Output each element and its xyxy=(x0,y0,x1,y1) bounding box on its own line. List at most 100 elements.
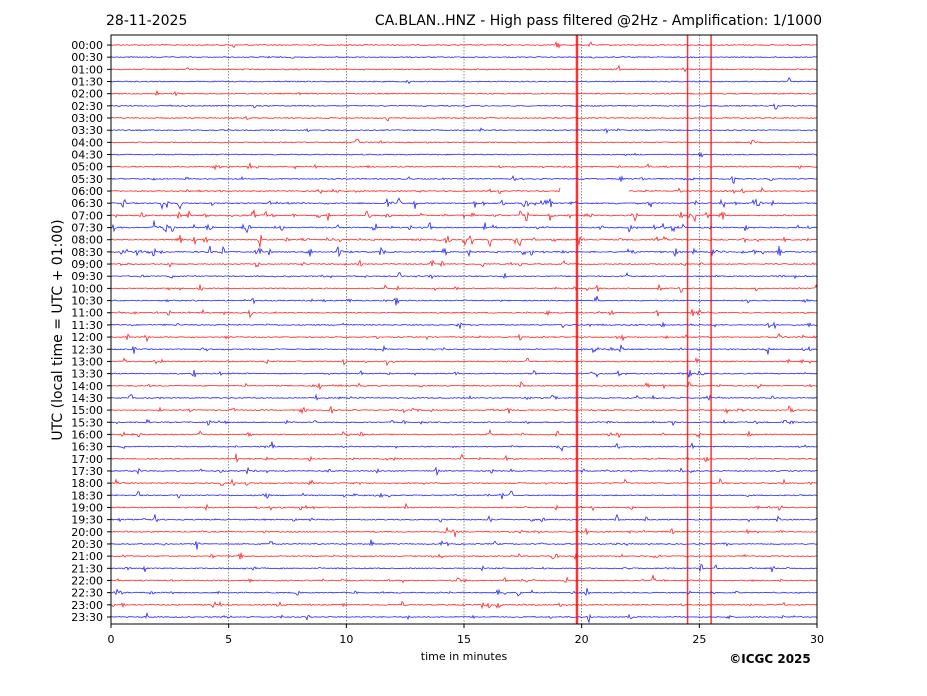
x-axis-label: time in minutes xyxy=(421,650,508,663)
trace-0730 xyxy=(110,220,818,234)
y-tick-label: 10:30 xyxy=(71,295,103,308)
trace-0900 xyxy=(110,259,817,268)
trace-1330 xyxy=(110,369,818,378)
x-ticks: 0 5 10 15 20 25 30 xyxy=(108,624,824,646)
y-tick-label: 23:30 xyxy=(71,611,103,624)
y-tick-label: 00:30 xyxy=(71,51,103,64)
y-tick-label: 17:30 xyxy=(71,465,103,478)
trace-0430 xyxy=(110,151,818,158)
trace-1800 xyxy=(110,477,818,487)
trace-0030 xyxy=(110,55,818,59)
traces xyxy=(110,40,818,624)
trace-0830 xyxy=(110,245,818,258)
copyright: ©ICGC 2025 xyxy=(729,652,811,666)
y-tick-label: 12:00 xyxy=(71,331,103,344)
trace-1830 xyxy=(110,490,818,500)
trace-2130 xyxy=(110,564,818,573)
trace-2000 xyxy=(110,527,818,538)
y-tick-label: 16:00 xyxy=(71,428,103,441)
trace-0500 xyxy=(111,162,818,171)
trace-1300 xyxy=(110,356,817,367)
y-tick-label: 23:00 xyxy=(71,599,103,612)
y-tick-label: 09:00 xyxy=(71,258,103,271)
y-tick-label: 09:30 xyxy=(71,270,103,283)
y-tick-label: 08:30 xyxy=(71,246,103,259)
y-tick-label: 07:30 xyxy=(71,222,103,235)
y-tick-label: 07:00 xyxy=(71,209,103,222)
y-tick-label: 04:00 xyxy=(71,136,103,149)
y-tick-label: 12:30 xyxy=(71,343,103,356)
trace-1700 xyxy=(110,453,818,464)
trace-1500 xyxy=(110,405,818,415)
trace-0230 xyxy=(110,103,818,110)
y-tick-label: 00:00 xyxy=(71,39,103,52)
y-tick-label: 21:30 xyxy=(71,562,103,575)
y-tick-label: 06:30 xyxy=(71,197,103,210)
trace-1630 xyxy=(110,441,818,453)
y-tick-label: 18:00 xyxy=(71,477,103,490)
x-grid xyxy=(228,35,700,624)
trace-1030 xyxy=(110,295,818,306)
y-tick-label: 10:00 xyxy=(71,282,103,295)
trace-1400 xyxy=(110,381,818,391)
y-tick-label: 03:00 xyxy=(71,112,103,125)
y-tick-label: 04:30 xyxy=(71,149,103,162)
trace-1230 xyxy=(110,344,818,355)
y-tick-label: 18:30 xyxy=(71,489,103,502)
trace-0630 xyxy=(110,197,818,211)
trace-1930 xyxy=(110,513,818,523)
trace-1000 xyxy=(110,284,818,294)
y-tick-label: 19:00 xyxy=(71,501,103,514)
trace-0130 xyxy=(110,77,818,85)
y-tick-label: 08:00 xyxy=(71,234,103,247)
y-tick-label: 15:30 xyxy=(71,416,103,429)
y-tick-label: 13:30 xyxy=(71,368,103,381)
y-axis-label: UTC (local time = UTC + 01:00) xyxy=(50,219,66,440)
trace-1900 xyxy=(110,502,818,512)
trace-1200 xyxy=(110,333,817,343)
y-tick-label: 01:30 xyxy=(71,76,103,89)
trace-0330 xyxy=(110,127,817,135)
y-tick-label: 01:00 xyxy=(71,63,103,76)
trace-2300 xyxy=(110,600,818,610)
trace-2100 xyxy=(110,552,817,561)
y-tick-label: 22:30 xyxy=(71,587,103,600)
trace-2030 xyxy=(110,539,818,550)
trace-0000 xyxy=(110,40,818,49)
trace-0300 xyxy=(110,115,818,122)
trace-0100 xyxy=(110,64,818,73)
trace-1100 xyxy=(110,308,817,319)
y-tick-label: 02:30 xyxy=(71,100,103,113)
y-tick-label: 06:00 xyxy=(71,185,103,198)
trace-0600 xyxy=(111,186,818,195)
y-tick-label: 11:30 xyxy=(71,319,103,332)
x-tick-label: 20 xyxy=(575,633,589,646)
y-tick-label: 14:30 xyxy=(71,392,103,405)
x-tick-label: 0 xyxy=(108,633,115,646)
trace-0800 xyxy=(110,234,818,248)
y-tick-label: 15:00 xyxy=(71,404,103,417)
chart-title: CA.BLAN..HNZ - High pass filtered @2Hz -… xyxy=(375,13,822,29)
large-events xyxy=(575,35,712,624)
y-tick-label: 19:30 xyxy=(71,514,103,527)
y-tick-label: 05:30 xyxy=(71,173,103,186)
y-tick-label: 02:00 xyxy=(71,88,103,101)
x-tick-label: 30 xyxy=(810,633,824,646)
trace-2200 xyxy=(110,574,818,584)
trace-0930 xyxy=(110,272,818,280)
trace-0400 xyxy=(110,138,818,145)
x-tick-label: 15 xyxy=(457,633,471,646)
trace-1600 xyxy=(110,428,818,439)
x-tick-label: 5 xyxy=(225,633,232,646)
trace-1730 xyxy=(110,466,818,477)
trace-0530 xyxy=(111,175,818,184)
trace-0200 xyxy=(111,89,818,97)
y-tick-label: 16:30 xyxy=(71,441,103,454)
y-tick-label: 05:00 xyxy=(71,161,103,174)
y-tick-label: 22:00 xyxy=(71,574,103,587)
y-tick-label: 17:00 xyxy=(71,453,103,466)
y-tick-label: 20:00 xyxy=(71,526,103,539)
trace-1430 xyxy=(110,393,818,402)
trace-1130 xyxy=(110,321,818,330)
